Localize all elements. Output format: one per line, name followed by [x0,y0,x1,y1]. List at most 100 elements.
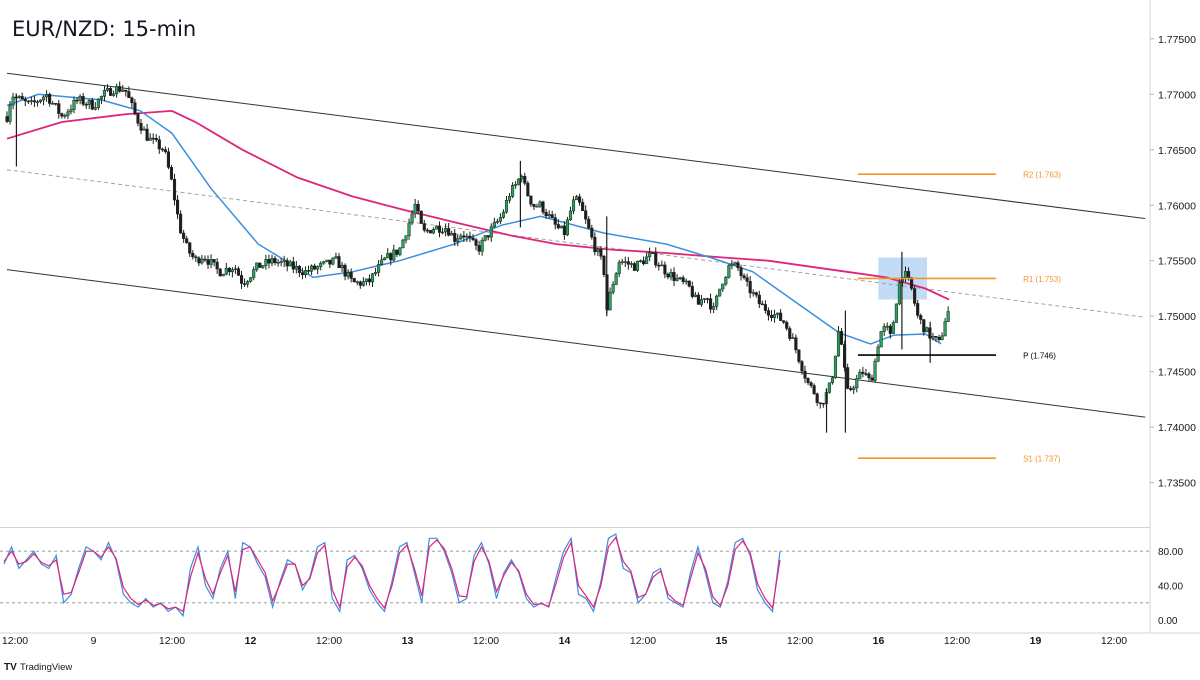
candle-body [325,259,329,262]
candle-body [32,100,36,103]
candle [791,333,795,339]
candle [733,261,737,266]
candle [115,83,119,98]
candle [72,96,76,114]
candle-body [72,99,76,110]
price-tick-label: 1.75000 [1158,311,1196,323]
candle-body [590,227,594,238]
candle-body [578,196,582,203]
candle-body [611,284,615,293]
candle-body [705,298,710,300]
oscillator-line [3,533,781,618]
candle-body [20,96,24,100]
candle [373,267,378,277]
pivot-level-label: P (1.746) [1023,352,1056,361]
candle [343,263,347,281]
candle [632,261,636,271]
candle [282,255,286,268]
candle [127,86,131,98]
candle [264,255,268,270]
candle [919,313,923,325]
candle-body [654,252,658,266]
candle [602,254,606,278]
candle-body [38,99,43,103]
candle [483,235,487,242]
candle [687,280,691,288]
candle-body [812,385,816,395]
candle-body [337,256,341,269]
candle-body [386,253,390,259]
candle [157,135,161,154]
candle [748,276,752,299]
mid-channel-trendline [6,169,1146,318]
candle-body [364,278,368,282]
candle-body [675,277,679,281]
candle-body [230,269,234,273]
price-tick-label: 1.76500 [1158,145,1196,157]
candle-body [69,109,73,113]
candle-body [380,259,384,265]
candle [319,261,323,271]
candle-body [297,266,301,273]
candle [20,92,24,100]
candle-body [450,232,454,236]
candle [63,113,67,119]
candle-body [215,261,219,270]
candle [660,260,664,267]
candle-body [249,277,253,282]
candle-body [209,259,213,265]
tradingview-logo: TV TradingView [4,662,72,673]
candle-body [349,272,353,279]
price-tick-label: 1.77000 [1158,89,1196,101]
candle [562,221,566,240]
candle [45,90,49,102]
fast-moving-average-line [6,93,942,345]
candle [279,258,283,267]
candle [635,260,640,272]
candle [702,298,707,304]
candle-body [608,291,612,311]
candle-body [316,266,320,270]
candle [617,259,621,278]
candle-body [651,252,655,254]
candle-body [794,337,798,351]
candle-body [797,349,801,362]
candle-body [541,201,545,213]
candle-body [849,388,853,390]
candle [809,381,813,388]
time-tick-label: 12:00 [787,635,813,647]
candle [888,324,892,339]
candle [855,374,859,393]
candle [361,277,365,287]
candle-body [474,239,478,246]
candle-body [188,242,192,254]
candle [380,254,384,266]
candle [151,133,155,144]
candle [90,97,94,111]
candle [511,182,515,199]
candle [611,281,615,295]
candle [620,258,624,265]
candle [404,235,408,244]
candle-body [672,272,676,281]
candle [93,102,97,111]
candle-body [377,264,381,273]
candle-body [328,259,332,265]
candle-body [63,115,67,117]
candle [328,259,332,269]
candle [169,164,174,181]
candle [760,300,764,306]
candle-body [602,255,606,275]
candle [565,216,569,237]
candle-body [133,102,137,115]
candle-body [428,230,432,234]
candle-body [93,107,97,110]
candle-body [267,259,271,264]
price-tick-label: 1.74500 [1158,367,1196,379]
time-tick-label: 12:00 [316,635,342,647]
candle [498,213,502,225]
candle [310,264,314,276]
candle-body [724,277,728,285]
candle-body [681,277,685,282]
candle-body [255,262,259,270]
